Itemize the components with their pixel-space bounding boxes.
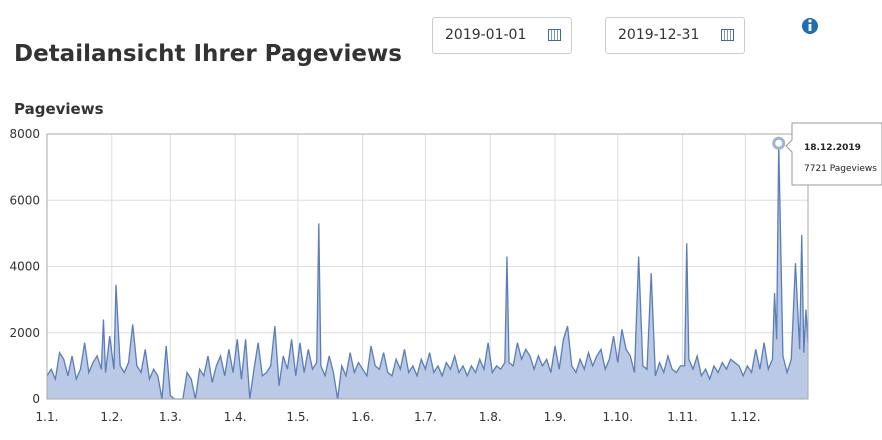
x-tick-label: 1.5. xyxy=(286,410,309,424)
info-icon[interactable] xyxy=(802,18,818,34)
area xyxy=(47,143,808,399)
y-tick-label: 0 xyxy=(32,392,40,406)
date-text: 2019-01-01 xyxy=(445,27,527,43)
x-tick-label: 1.10. xyxy=(602,410,633,424)
hover-point xyxy=(772,136,786,150)
date-text: 2019-12-31 xyxy=(618,27,700,43)
calendar-icon xyxy=(548,29,561,41)
page-title: Detailansicht Ihrer Pageviews xyxy=(14,41,402,67)
y-tick-label: 2000 xyxy=(9,326,40,340)
chart-title: Pageviews xyxy=(14,100,104,118)
x-tick-label: 1.7. xyxy=(414,410,437,424)
x-tick-label: 1.9. xyxy=(544,410,567,424)
x-tick-label: 1.3. xyxy=(159,410,182,424)
plot-border xyxy=(46,133,809,400)
x-tick-label: 1.11. xyxy=(667,410,698,424)
y-tick-label: 8000 xyxy=(9,127,40,141)
x-tick-label: 1.12. xyxy=(730,410,761,424)
y-tick-label: 4000 xyxy=(9,260,40,274)
x-tick-label: 1.6. xyxy=(351,410,374,424)
x-tick-label: 1.4. xyxy=(224,410,247,424)
x-tick-label: 1.8. xyxy=(479,410,502,424)
line xyxy=(46,143,809,400)
y-tick-label: 6000 xyxy=(9,193,40,207)
calendar-icon xyxy=(721,29,734,41)
tooltip-text: 7721 Pageviews xyxy=(804,164,877,174)
x-tick-label: 1.1. xyxy=(36,410,59,424)
tooltip-title: 18.12.2019 xyxy=(804,143,861,153)
date-to[interactable]: 2019-12-31 xyxy=(605,17,745,54)
x-tick-label: 1.2. xyxy=(100,410,123,424)
date-from[interactable]: 2019-01-01 xyxy=(432,17,572,54)
tooltip-box xyxy=(785,122,882,186)
